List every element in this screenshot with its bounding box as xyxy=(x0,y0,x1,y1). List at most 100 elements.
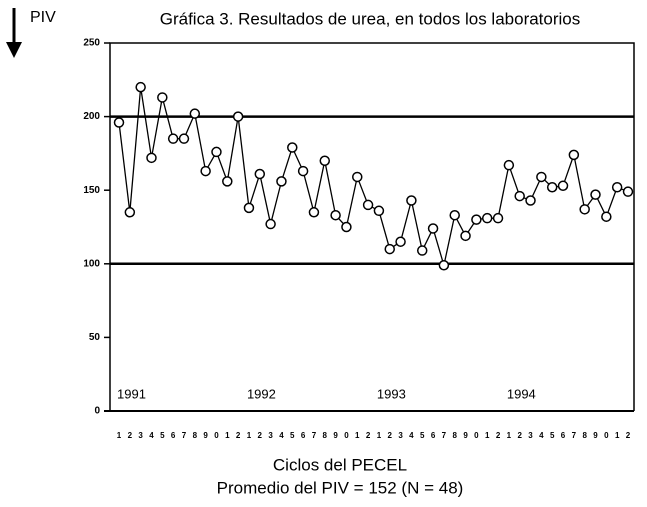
x-tick-label: 0 xyxy=(474,431,479,440)
x-tick-label: 8 xyxy=(323,431,328,440)
x-tick-label: 1 xyxy=(247,431,252,440)
point xyxy=(503,159,515,171)
point xyxy=(427,223,439,234)
x-tick-label: 8 xyxy=(452,431,457,440)
point xyxy=(287,142,298,153)
point xyxy=(536,171,547,183)
point xyxy=(211,146,222,158)
x-tick-label: 8 xyxy=(193,431,198,440)
x-tick-label: 6 xyxy=(431,431,436,440)
x-tick-label: 7 xyxy=(572,431,577,440)
point xyxy=(601,211,612,222)
x-tick-label: 2 xyxy=(496,431,501,440)
point xyxy=(481,212,493,224)
point xyxy=(232,111,244,122)
point xyxy=(622,186,634,197)
x-tick-label: 2 xyxy=(258,431,263,440)
point xyxy=(222,176,233,187)
x-tick-label: 6 xyxy=(171,431,176,440)
y-label: PIV xyxy=(30,9,56,26)
x-tick-label: 0 xyxy=(214,431,219,440)
y-tick-label: 0 xyxy=(94,406,100,417)
point xyxy=(352,171,363,183)
x-tick-label: 2 xyxy=(517,431,522,440)
x-tick-label: 3 xyxy=(268,431,273,440)
point xyxy=(254,168,266,180)
x-tick-label: 5 xyxy=(290,431,295,440)
point xyxy=(178,133,190,144)
point xyxy=(330,209,341,221)
point xyxy=(113,117,125,128)
x-tick-label: 2 xyxy=(388,431,393,440)
point xyxy=(514,190,525,202)
x-tick-label: 0 xyxy=(604,431,609,440)
x-tick-label: 3 xyxy=(138,431,143,440)
x-tick-label: 4 xyxy=(539,431,544,440)
x-tick-label: 3 xyxy=(398,431,403,440)
point xyxy=(362,199,374,211)
point xyxy=(319,155,331,167)
subtitle: Promedio del PIV = 152 (N = 48) xyxy=(217,478,464,497)
x-tick-label: 3 xyxy=(528,431,533,440)
x-tick-label: 4 xyxy=(149,431,154,440)
x-tick-label: 1 xyxy=(117,431,122,440)
year-label: 1993 xyxy=(377,386,406,401)
x-tick-label: 8 xyxy=(582,431,587,440)
x-tick-label: 7 xyxy=(442,431,447,440)
point xyxy=(189,108,201,119)
point xyxy=(135,81,146,93)
y-tick-label: 50 xyxy=(89,332,101,343)
x-tick-label: 1 xyxy=(615,431,620,440)
point xyxy=(590,189,601,200)
point xyxy=(557,180,569,192)
point xyxy=(373,205,385,217)
x-tick-label: 6 xyxy=(301,431,306,440)
point xyxy=(146,152,157,164)
x-tick-label: 0 xyxy=(344,431,349,440)
year-label: 1992 xyxy=(247,386,276,401)
x-tick-label: 6 xyxy=(561,431,566,440)
point xyxy=(406,195,417,206)
x-tick-label: 5 xyxy=(160,431,165,440)
x-tick-label: 5 xyxy=(550,431,555,440)
point xyxy=(395,236,406,247)
x-tick-label: 9 xyxy=(463,431,468,440)
point xyxy=(492,212,504,224)
x-tick-label: 7 xyxy=(182,431,187,440)
point xyxy=(167,133,179,144)
point xyxy=(471,214,482,225)
x-label: Ciclos del PECEL xyxy=(273,455,407,474)
point xyxy=(384,243,395,255)
point xyxy=(611,182,623,193)
x-tick-label: 2 xyxy=(366,431,371,440)
point xyxy=(200,165,211,177)
x-tick-label: 4 xyxy=(409,431,414,440)
x-tick-label: 2 xyxy=(128,431,133,440)
x-tick-label: 1 xyxy=(377,431,382,440)
x-tick-label: 5 xyxy=(420,431,425,440)
point xyxy=(568,149,580,161)
year-label: 1994 xyxy=(507,386,536,401)
point xyxy=(124,207,136,218)
point xyxy=(449,209,460,221)
x-tick-label: 9 xyxy=(333,431,338,440)
x-tick-label: 2 xyxy=(626,431,631,440)
x-tick-label: 9 xyxy=(593,431,598,440)
point xyxy=(525,195,536,206)
y-tick-label: 100 xyxy=(83,258,100,269)
point xyxy=(460,230,471,242)
x-tick-label: 2 xyxy=(236,431,241,440)
y-tick-label: 250 xyxy=(83,38,100,49)
point xyxy=(243,202,255,214)
point xyxy=(579,204,590,215)
x-tick-label: 1 xyxy=(507,431,512,440)
chart-title: Gráfica 3. Resultados de urea, en todos … xyxy=(160,9,581,28)
point xyxy=(546,182,558,193)
x-tick-label: 1 xyxy=(225,431,230,440)
x-tick-label: 1 xyxy=(485,431,490,440)
x-tick-label: 1 xyxy=(355,431,360,440)
arrow-head xyxy=(6,42,22,58)
point xyxy=(265,218,276,230)
point xyxy=(308,207,320,218)
